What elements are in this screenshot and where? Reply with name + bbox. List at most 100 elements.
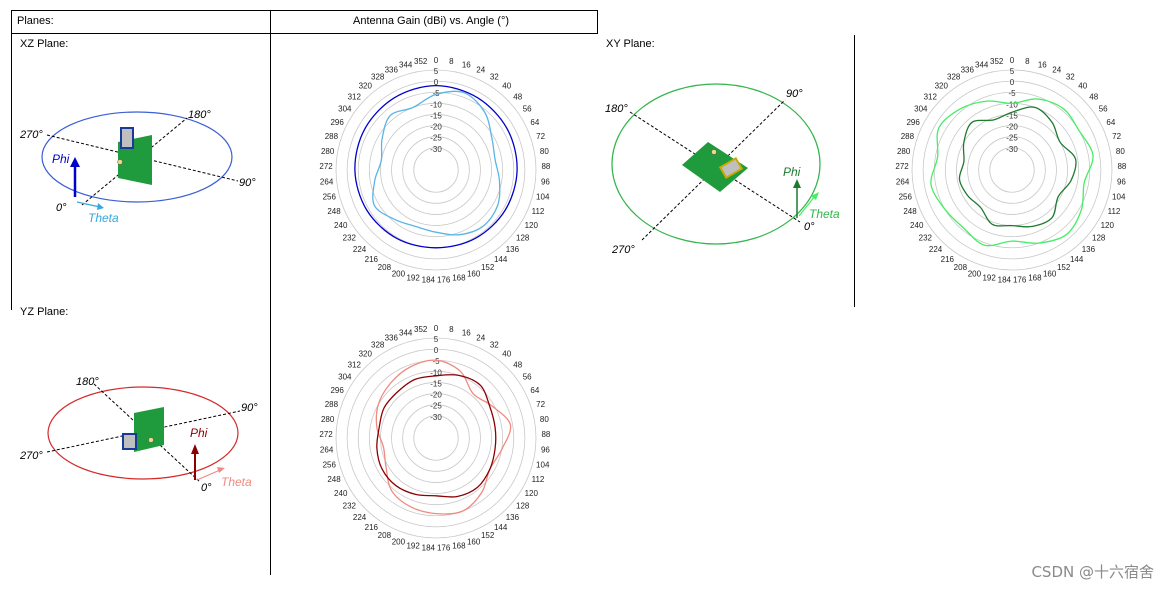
yz-label-180: 180° xyxy=(76,376,99,388)
angle-tick-label: 104 xyxy=(536,461,550,470)
grid-ring xyxy=(391,393,481,483)
yz-plane-ellipse xyxy=(47,386,239,480)
xy-plane-ellipse xyxy=(611,83,821,245)
grid-ring xyxy=(922,80,1102,260)
angle-tick-label: 40 xyxy=(502,82,511,91)
grid-ring xyxy=(413,147,459,193)
radial-label: -10 xyxy=(430,368,442,377)
angle-tick-label: 264 xyxy=(320,177,334,186)
xz-label-270: 270° xyxy=(19,129,43,141)
radial-label: -5 xyxy=(1008,89,1016,98)
angle-tick-label: 288 xyxy=(901,132,915,141)
angle-tick-label: 64 xyxy=(530,118,539,127)
angle-tick-label: 120 xyxy=(525,489,539,498)
xy-pcb xyxy=(682,142,748,192)
radial-label: -30 xyxy=(430,413,442,422)
angle-tick-label: 232 xyxy=(343,502,357,511)
table-mid-border xyxy=(270,10,271,575)
angle-tick-label: 272 xyxy=(319,162,333,171)
xz-label-phi: Phi xyxy=(52,152,70,166)
series-line xyxy=(375,359,512,515)
radial-label: -30 xyxy=(1006,145,1018,154)
angle-tick-label: 192 xyxy=(982,274,996,283)
radial-label: -25 xyxy=(430,402,442,411)
angle-tick-label: 32 xyxy=(490,73,499,82)
radial-label: -5 xyxy=(432,357,440,366)
xy-theta-arrowhead xyxy=(811,192,819,200)
angle-tick-label: 104 xyxy=(536,193,550,202)
angle-tick-label: 216 xyxy=(365,255,379,264)
angle-tick-label: 24 xyxy=(1052,66,1061,75)
grid-ring xyxy=(402,404,470,472)
angle-tick-label: 176 xyxy=(1013,276,1027,285)
angle-tick-label: 320 xyxy=(359,350,373,359)
angle-tick-label: 240 xyxy=(910,221,924,230)
xy-plane-diagram: 180° 90° 270° 0° Phi Theta xyxy=(605,83,840,256)
angle-tick-label: 56 xyxy=(523,372,532,381)
radial-label: -15 xyxy=(430,379,442,388)
xz-plane-diagram: 270° 180° 90° 0° Phi Theta xyxy=(19,109,256,225)
angle-tick-label: 232 xyxy=(919,234,933,243)
watermark: CSDN @十六宿舍 xyxy=(1031,563,1154,581)
angle-tick-label: 80 xyxy=(1116,147,1125,156)
angle-tick-label: 312 xyxy=(348,360,362,369)
angle-tick-label: 48 xyxy=(1089,92,1098,101)
series-line xyxy=(930,98,1094,247)
xy-module xyxy=(718,156,744,180)
grid-ring xyxy=(911,69,1113,271)
series-line xyxy=(376,373,497,498)
xy-divider xyxy=(854,35,855,307)
angle-tick-label: 352 xyxy=(990,57,1004,66)
radial-label: -25 xyxy=(1006,134,1018,143)
grid-ring xyxy=(335,69,537,271)
radial-label: 5 xyxy=(434,67,439,76)
angle-tick-label: 296 xyxy=(330,386,344,395)
radial-label: -30 xyxy=(430,145,442,154)
radial-label: -20 xyxy=(430,391,442,400)
angle-tick-label: 272 xyxy=(895,162,909,171)
angle-tick-label: 280 xyxy=(321,415,335,424)
angle-tick-label: 304 xyxy=(914,104,928,113)
angle-tick-label: 344 xyxy=(399,328,413,337)
radial-label: -10 xyxy=(430,100,442,109)
angle-tick-label: 192 xyxy=(406,274,420,283)
angle-tick-label: 280 xyxy=(321,147,335,156)
angle-tick-label: 80 xyxy=(540,415,549,424)
angle-tick-label: 32 xyxy=(1066,73,1075,82)
angle-tick-label: 136 xyxy=(506,245,520,254)
angle-tick-label: 40 xyxy=(1078,82,1087,91)
grid-ring xyxy=(967,125,1057,215)
angle-tick-label: 128 xyxy=(516,502,530,511)
angle-tick-label: 40 xyxy=(502,350,511,359)
yz-pcb xyxy=(134,407,164,452)
xz-phi-arrowhead xyxy=(70,157,80,167)
angle-tick-label: 248 xyxy=(327,207,341,216)
angle-tick-label: 176 xyxy=(437,276,451,285)
angle-tick-label: 168 xyxy=(452,542,466,551)
angle-tick-label: 256 xyxy=(323,193,337,202)
radial-label: 5 xyxy=(434,335,439,344)
grid-ring xyxy=(989,147,1035,193)
angle-tick-label: 184 xyxy=(422,544,436,553)
angle-tick-label: 96 xyxy=(1117,177,1126,186)
yz-connector xyxy=(148,437,154,443)
header-bottom-border xyxy=(11,33,598,34)
yz-label-phi: Phi xyxy=(190,426,208,440)
angle-tick-label: 344 xyxy=(399,60,413,69)
header-top-border xyxy=(11,10,598,11)
yz-label-90: 90° xyxy=(241,402,258,414)
radial-label: -25 xyxy=(430,134,442,143)
angle-tick-label: 224 xyxy=(929,245,943,254)
table-right-border xyxy=(597,10,598,34)
series-line xyxy=(372,90,501,236)
angle-tick-label: 336 xyxy=(961,66,975,75)
angle-tick-label: 48 xyxy=(513,92,522,101)
yz-phi-arrowhead xyxy=(191,444,199,454)
angle-tick-label: 224 xyxy=(353,513,367,522)
grid-ring xyxy=(346,80,526,260)
xy-label-phi: Phi xyxy=(783,165,801,179)
yz-label-270: 270° xyxy=(19,450,43,462)
angle-tick-label: 320 xyxy=(359,82,373,91)
angle-tick-label: 328 xyxy=(371,73,385,82)
